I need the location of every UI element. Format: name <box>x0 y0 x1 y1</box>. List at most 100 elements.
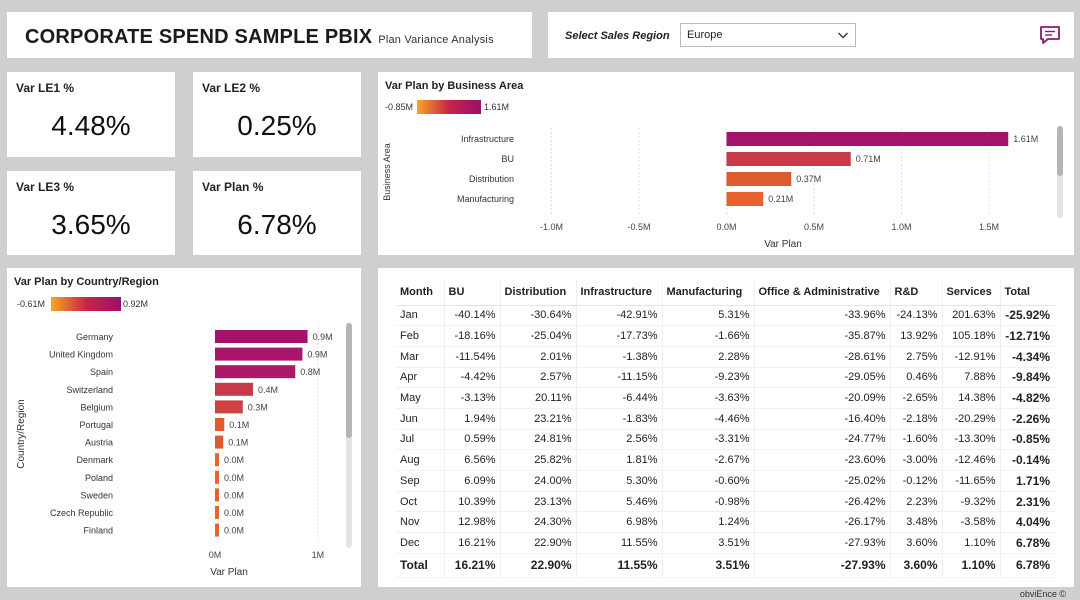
data-label: 0.4M <box>258 385 278 395</box>
table-cell: -12.46% <box>941 449 1000 471</box>
table-cell: -26.17% <box>753 511 890 534</box>
table-cell: -25.92% <box>999 305 1054 327</box>
legend-min-label: -0.61M <box>17 299 46 309</box>
column-header[interactable]: Manufacturing <box>661 280 754 306</box>
table-row[interactable]: Apr -4.42% 2.57% -11.15% -9.23% -29.05% 0.46% 7… <box>396 367 1054 389</box>
bar[interactable] <box>726 132 1009 146</box>
table-row[interactable]: Nov 12.98% 24.30% 6.98% 1.24% -26.17% 3.48% -3.… <box>396 511 1054 534</box>
table-cell: -6.44% <box>575 387 662 409</box>
table-row[interactable]: Sep 6.09% 24.00% 5.30% -0.60% -25.02% -0.12% -1… <box>396 470 1054 492</box>
table-cell: -24.13% <box>889 305 942 327</box>
comment-icon[interactable] <box>1039 25 1061 45</box>
table-cell: 10.39% <box>443 491 500 513</box>
bar[interactable] <box>215 347 303 361</box>
row-header: Feb <box>396 325 444 347</box>
total-row[interactable]: Total 16.21% 22.90% 11.55% 3.51% -27.93% 3.60%… <box>396 552 1054 578</box>
table-cell: -35.87% <box>753 325 890 347</box>
country-bar-chart[interactable]: Country/Region Var Plan 0M 1M Germany 0.9M U… <box>7 268 361 587</box>
bar[interactable] <box>215 435 224 449</box>
table-row[interactable]: May -3.13% 20.11% -6.44% -3.63% -20.09% -2.65%… <box>396 387 1054 409</box>
bar[interactable] <box>215 488 219 502</box>
sales-region-dropdown[interactable]: Europe <box>680 23 856 47</box>
table-cell: 1.71% <box>999 470 1054 492</box>
category-label: Germany <box>76 332 114 342</box>
column-header[interactable]: Distribution <box>499 280 576 306</box>
variance-matrix-panel: Month BU Distribution Infrastructure Manufac… <box>378 268 1074 587</box>
row-header: Jun <box>396 408 444 430</box>
bar[interactable] <box>215 470 219 484</box>
table-cell: -29.05% <box>753 367 890 389</box>
table-row[interactable]: Feb -18.16% -25.04% -17.73% -1.66% -35.87% 13.… <box>396 325 1054 347</box>
kpi-card-var-le3[interactable]: Var LE3 % 3.65% <box>7 171 175 255</box>
table-row[interactable]: Aug 6.56% 25.82% 1.81% -2.67% -23.60% -3.00% -1… <box>396 449 1054 471</box>
table-row[interactable]: Dec 16.21% 22.90% 11.55% 3.51% -27.93% 3.60% 1.… <box>396 532 1054 554</box>
table-cell: 6.98% <box>575 511 662 534</box>
table-cell: -25.02% <box>753 470 890 492</box>
table-cell: 2.28% <box>661 346 754 368</box>
bar[interactable] <box>726 172 792 186</box>
table-row[interactable]: Jun 1.94% 23.21% -1.83% -4.46% -16.40% -2.18% -… <box>396 408 1054 430</box>
table-cell: 5.31% <box>661 305 754 327</box>
row-header: Mar <box>396 346 444 368</box>
bar[interactable] <box>215 418 225 431</box>
business-area-bar-chart[interactable]: Business Area Var Plan -1.0M -0.5M 0.0M 0.5… <box>378 72 1074 255</box>
table-cell: -4.42% <box>443 367 500 389</box>
total-cell: -27.93% <box>753 552 890 578</box>
table-cell: 2.31% <box>999 491 1054 513</box>
column-header[interactable]: Office & Administrative <box>753 280 890 306</box>
bar[interactable] <box>215 365 296 379</box>
bar[interactable] <box>726 152 851 166</box>
table-row[interactable]: Oct 10.39% 23.13% 5.46% -0.98% -26.42% 2.23% -9… <box>396 491 1054 513</box>
table-cell: -2.18% <box>889 408 942 430</box>
bar[interactable] <box>215 506 219 519</box>
table-cell: 1.10% <box>941 532 1000 554</box>
row-header: Total <box>396 552 444 578</box>
category-label: Infrastructure <box>461 134 514 144</box>
kpi-card-var-le1[interactable]: Var LE1 % 4.48% <box>7 72 175 157</box>
kpi-card-var-plan[interactable]: Var Plan % 6.78% <box>193 171 361 255</box>
column-header[interactable]: BU <box>443 280 500 306</box>
column-header[interactable]: Month <box>396 280 444 306</box>
table-cell: 12.98% <box>443 511 500 534</box>
report-title: CORPORATE SPEND SAMPLE PBIX <box>25 26 373 48</box>
bar[interactable] <box>215 400 243 414</box>
table-cell: 5.30% <box>575 470 662 492</box>
x-tick-label: 0M <box>209 550 222 560</box>
bar[interactable] <box>215 523 219 537</box>
column-header[interactable]: Total <box>999 280 1054 306</box>
bar[interactable] <box>215 453 219 467</box>
scrollbar[interactable] <box>346 323 352 548</box>
bar[interactable] <box>726 192 764 206</box>
scrollbar[interactable] <box>1057 126 1063 218</box>
table-row[interactable]: Jul 0.59% 24.81% 2.56% -3.31% -24.77% -1.60% -1… <box>396 429 1054 451</box>
table-cell: 6.78% <box>999 532 1054 554</box>
table-cell: 23.13% <box>499 491 576 513</box>
table-cell: -1.60% <box>889 429 942 451</box>
color-scale-legend <box>417 100 481 114</box>
table-row[interactable]: Mar -11.54% 2.01% -1.38% 2.28% -28.61% 2.75% -1… <box>396 346 1054 368</box>
category-label: Portugal <box>79 420 113 430</box>
row-header: Jul <box>396 429 444 451</box>
table-cell: 13.92% <box>889 325 942 347</box>
column-header[interactable]: Services <box>941 280 1000 306</box>
scroll-thumb[interactable] <box>346 323 352 438</box>
data-label: 0.71M <box>856 154 881 164</box>
scroll-thumb[interactable] <box>1057 126 1063 176</box>
kpi-label: Var LE3 % <box>16 180 75 194</box>
table-cell: -16.40% <box>753 408 890 430</box>
row-header: Apr <box>396 367 444 389</box>
table-cell: 2.75% <box>889 346 942 368</box>
kpi-card-var-le2[interactable]: Var LE2 % 0.25% <box>193 72 361 157</box>
kpi-value: 6.78% <box>237 209 317 240</box>
bar[interactable] <box>215 330 308 343</box>
category-label: Sweden <box>80 490 113 500</box>
table-row[interactable]: Jan -40.14% -30.64% -42.91% 5.31% -33.96% -24.… <box>396 305 1054 327</box>
report-subtitle: Plan Variance Analysis <box>378 34 494 46</box>
table-cell: -0.14% <box>999 449 1054 471</box>
column-header[interactable]: R&D <box>889 280 942 306</box>
total-cell: 3.60% <box>889 552 942 578</box>
column-header[interactable]: Infrastructure <box>575 280 662 306</box>
y-axis-title: Country/Region <box>16 399 27 468</box>
category-label: Austria <box>85 438 113 448</box>
bar[interactable] <box>215 382 254 396</box>
